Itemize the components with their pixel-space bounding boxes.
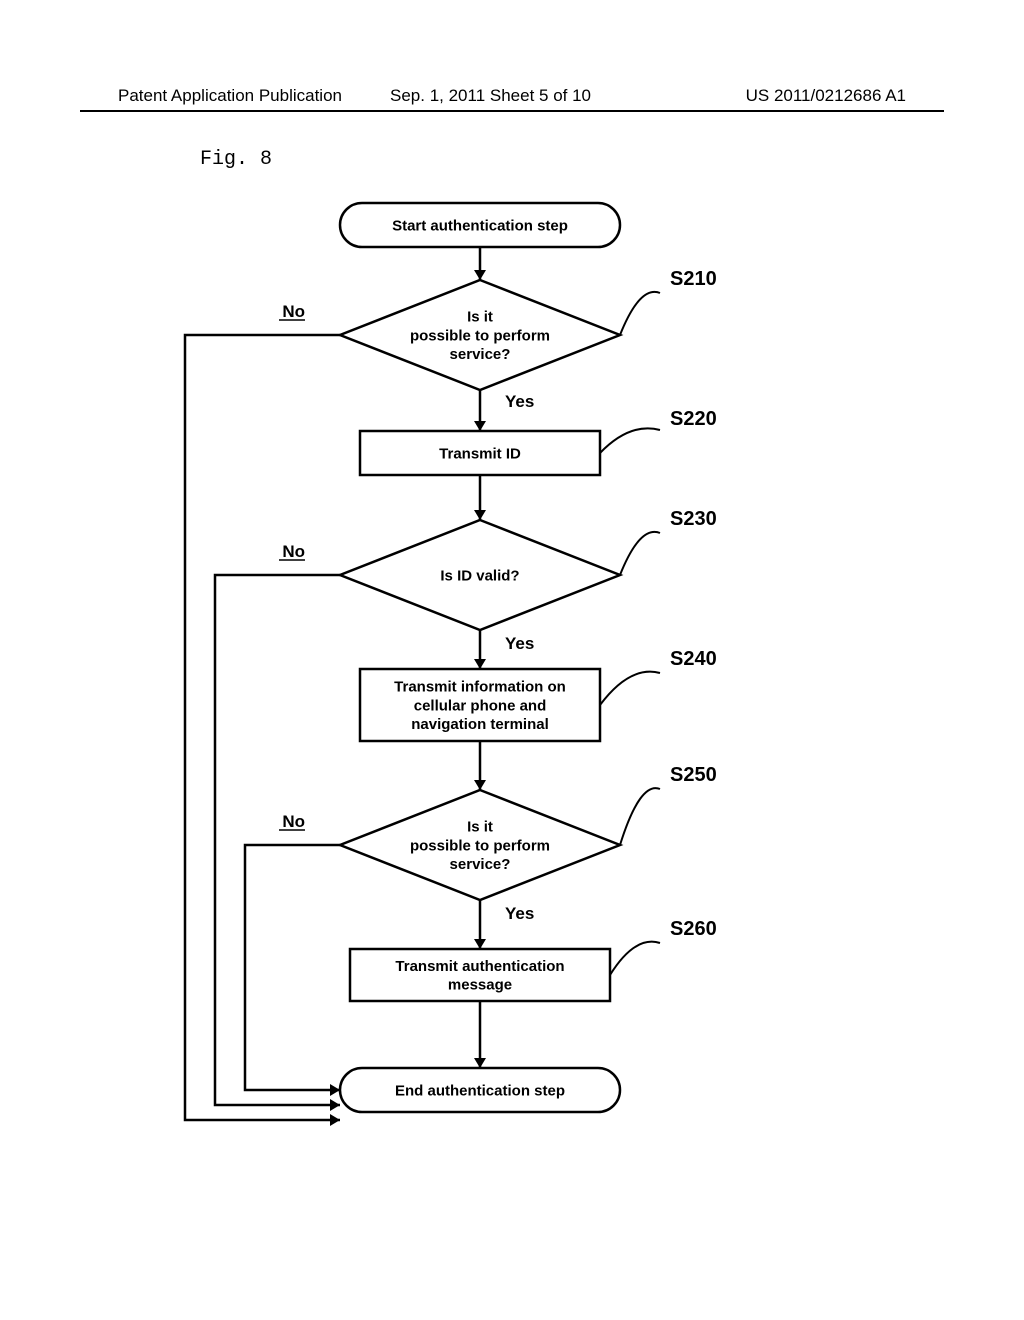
svg-text:S210: S210 [670, 268, 717, 290]
svg-text:possible to perform: possible to perform [410, 837, 550, 854]
figure-label: Fig. 8 [200, 148, 272, 171]
page: Patent Application Publication Sep. 1, 2… [0, 0, 1024, 1320]
svg-text:Yes: Yes [505, 634, 534, 653]
header-rule [80, 110, 944, 112]
svg-text:Is it: Is it [467, 819, 493, 836]
svg-text:cellular phone and: cellular phone and [414, 697, 547, 714]
svg-text:S230: S230 [670, 508, 717, 530]
svg-text:Transmit information on: Transmit information on [394, 679, 566, 696]
svg-text:S220: S220 [670, 408, 717, 430]
svg-text:S250: S250 [670, 764, 717, 786]
svg-text:No: No [282, 812, 305, 831]
svg-text:No: No [282, 302, 305, 321]
svg-text:message: message [448, 977, 512, 994]
svg-text:Is it: Is it [467, 309, 493, 326]
svg-text:service?: service? [450, 856, 511, 873]
svg-text:Yes: Yes [505, 392, 534, 411]
flowchart: Yes Yes Yes No No No Start authentication step… [145, 195, 835, 1195]
svg-text:Transmit authentication: Transmit authentication [395, 958, 564, 975]
header-center: Sep. 1, 2011 Sheet 5 of 10 [390, 86, 591, 106]
svg-text:navigation terminal: navigation terminal [411, 716, 549, 733]
svg-text:Transmit ID: Transmit ID [439, 445, 521, 462]
svg-text:End authentication step: End authentication step [395, 1082, 565, 1099]
svg-text:Start authentication step: Start authentication step [392, 217, 568, 234]
svg-text:service?: service? [450, 346, 511, 363]
svg-text:Yes: Yes [505, 904, 534, 923]
svg-text:possible to perform: possible to perform [410, 327, 550, 344]
header-left: Patent Application Publication [118, 86, 342, 106]
svg-text:S240: S240 [670, 648, 717, 670]
flowchart-svg: Yes Yes Yes No No No Start authentication step… [145, 195, 835, 1195]
header-right: US 2011/0212686 A1 [746, 86, 906, 106]
svg-text:No: No [282, 542, 305, 561]
svg-text:S260: S260 [670, 918, 717, 940]
svg-text:Is ID valid?: Is ID valid? [440, 567, 519, 584]
